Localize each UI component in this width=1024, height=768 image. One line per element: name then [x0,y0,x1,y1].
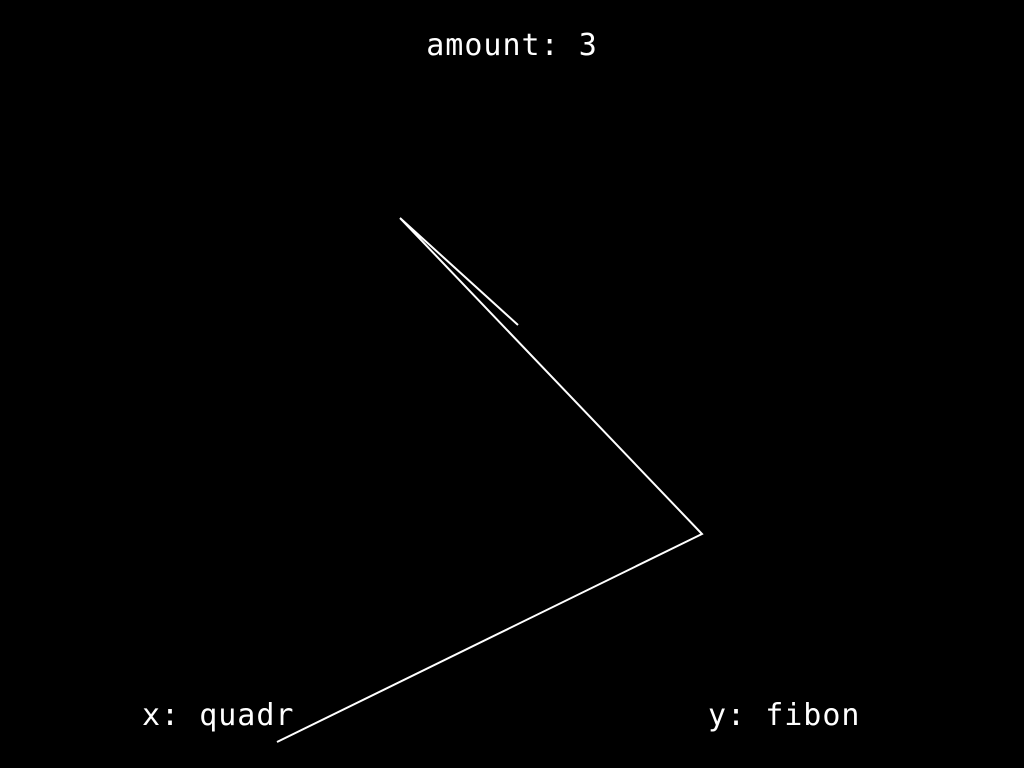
amount-label: amount: [426,28,560,63]
y-function-readout: y: fibon [708,698,861,734]
y-label: y: [708,698,747,733]
x-function-readout: x: quadr [142,698,295,734]
plot-path [276,217,704,743]
x-function-value: quadr [199,698,295,733]
amount-value: 3 [578,28,598,63]
amount-readout: amount: 3 [0,28,1024,64]
x-label: x: [142,698,181,733]
y-function-value: fibon [765,698,861,733]
